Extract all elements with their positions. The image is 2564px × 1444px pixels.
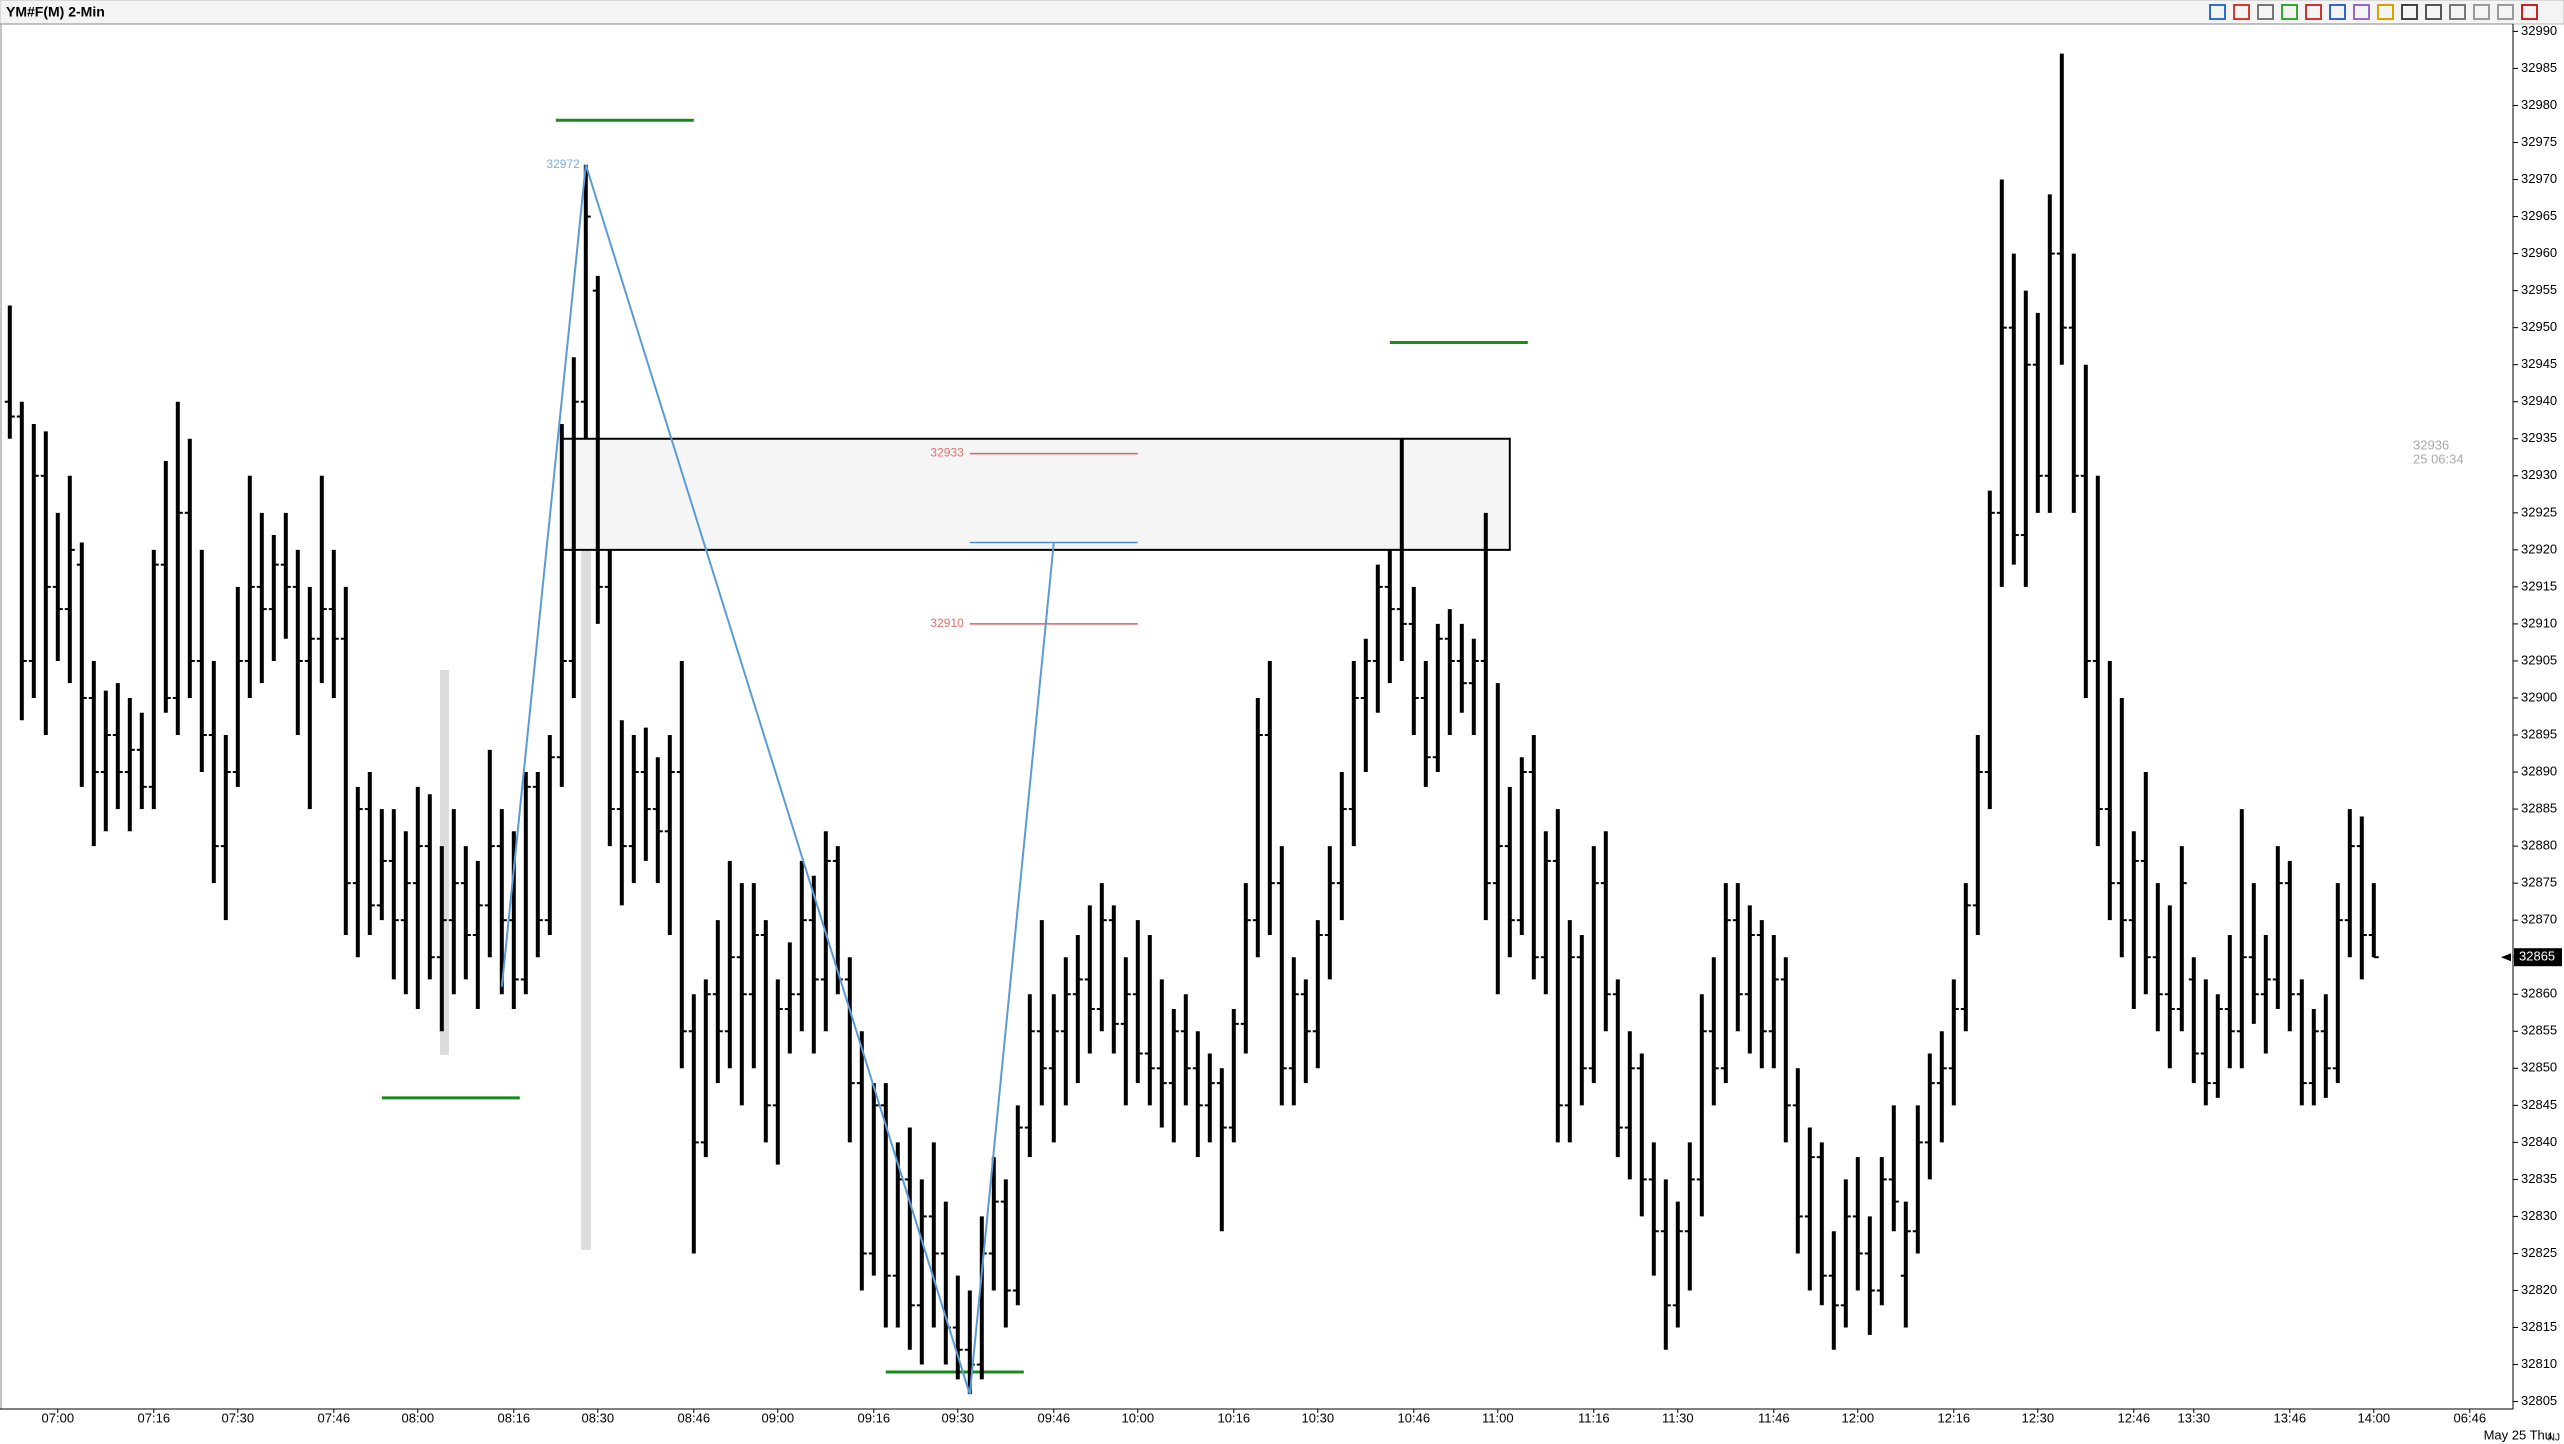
- toolbar-icon[interactable]: [2449, 4, 2466, 20]
- y-tick-label: 32915: [2521, 578, 2557, 593]
- y-tick-label: 32985: [2521, 60, 2557, 75]
- x-tick-label: 13:46: [2274, 1410, 2307, 1425]
- toolbar-icon[interactable]: [2473, 4, 2490, 20]
- x-tick-label: 08:30: [582, 1410, 615, 1425]
- y-tick-label: 32890: [2521, 763, 2557, 778]
- toolbar-icon[interactable]: [2377, 4, 2394, 20]
- y-tick-label: 32980: [2521, 97, 2557, 112]
- y-tick-label: 32845: [2521, 1097, 2557, 1112]
- y-tick-label: 32925: [2521, 504, 2557, 519]
- x-tick-label: 09:30: [942, 1410, 975, 1425]
- price-line-label: 32910: [930, 616, 964, 630]
- y-tick-label: 32895: [2521, 726, 2557, 741]
- y-tick-label: 32910: [2521, 615, 2557, 630]
- x-tick-label: 10:46: [1398, 1410, 1431, 1425]
- y-tick-label: 32965: [2521, 208, 2557, 223]
- y-tick-label: 32990: [2521, 23, 2557, 38]
- toolbar-icon[interactable]: [2329, 4, 2346, 20]
- x-tick-label: 11:30: [1662, 1410, 1694, 1425]
- x-tick-label: 08:46: [678, 1410, 711, 1425]
- info-text: 32936: [2413, 437, 2449, 452]
- y-tick-label: 32900: [2521, 689, 2557, 704]
- toolbar-icon[interactable]: [2233, 4, 2250, 20]
- y-tick-label: 32850: [2521, 1060, 2557, 1075]
- x-tick-label: 11:16: [1578, 1410, 1610, 1425]
- toolbar-icon[interactable]: [2401, 4, 2418, 20]
- y-tick-label: 32955: [2521, 282, 2557, 297]
- last-price-label: 32865: [2519, 949, 2555, 964]
- x-tick-label: 12:46: [2118, 1410, 2151, 1425]
- date-label: May 25 Thu: [2484, 1427, 2552, 1442]
- x-tick-label: 12:00: [1842, 1410, 1875, 1425]
- y-tick-label: 32940: [2521, 393, 2557, 408]
- y-tick-label: 32805: [2521, 1393, 2557, 1408]
- x-tick-label: 09:16: [858, 1410, 891, 1425]
- y-tick-label: 32935: [2521, 430, 2557, 445]
- x-tick-label: 07:46: [318, 1410, 351, 1425]
- toolbar-icon[interactable]: [2281, 4, 2298, 20]
- y-tick-label: 32950: [2521, 319, 2557, 334]
- y-tick-label: 32830: [2521, 1208, 2557, 1223]
- y-tick-label: 32960: [2521, 245, 2557, 260]
- y-tick-label: 32855: [2521, 1023, 2557, 1038]
- toolbar-icon[interactable]: [2425, 4, 2442, 20]
- toolbar-icon[interactable]: [2209, 4, 2226, 20]
- x-tick-label: 11:00: [1482, 1410, 1514, 1425]
- toolbar-icon[interactable]: [2305, 4, 2322, 20]
- y-tick-label: 32905: [2521, 652, 2557, 667]
- y-tick-label: 32825: [2521, 1245, 2557, 1260]
- y-tick-label: 32860: [2521, 986, 2557, 1001]
- toolbar[interactable]: [2209, 4, 2538, 20]
- y-tick-label: 32870: [2521, 912, 2557, 927]
- y-tick-label: 32920: [2521, 541, 2557, 556]
- zone-box: [560, 437, 1511, 551]
- info-text: 25 06:34: [2413, 451, 2464, 466]
- x-tick-label: 08:16: [498, 1410, 531, 1425]
- price-line-label: 32933: [930, 446, 964, 460]
- zigzag: [500, 164, 1055, 1395]
- y-tick-label: 32930: [2521, 467, 2557, 482]
- y-tick-label: 32975: [2521, 134, 2557, 149]
- x-tick-label: 06:46: [2454, 1410, 2487, 1425]
- y-tick-label: 32840: [2521, 1134, 2557, 1149]
- shade-bar: [581, 440, 591, 1250]
- x-tick-label: 08:00: [402, 1410, 435, 1425]
- x-tick-label: 09:46: [1038, 1410, 1071, 1425]
- x-tick-label: 07:00: [42, 1410, 75, 1425]
- chart-title: YM#F(M) 2-Min: [6, 4, 105, 20]
- x-tick-label: 09:00: [762, 1410, 795, 1425]
- y-tick-label: 32885: [2521, 801, 2557, 816]
- x-tick-label: 14:00: [2358, 1410, 2391, 1425]
- toolbar-icon[interactable]: [2521, 4, 2538, 20]
- y-tick-label: 32970: [2521, 171, 2557, 186]
- y-tick-label: 32875: [2521, 875, 2557, 890]
- shade-bar: [440, 670, 449, 1055]
- title-bar: [0, 0, 2564, 25]
- x-tick-label: 10:16: [1218, 1410, 1251, 1425]
- x-tick-label: 12:16: [1938, 1410, 1971, 1425]
- x-tick-label: 07:16: [138, 1410, 171, 1425]
- corner-label: NJ: [2548, 1433, 2560, 1444]
- last-price-arrow: [2501, 953, 2511, 962]
- x-tick-label: 11:46: [1758, 1410, 1790, 1425]
- last-price-box: [2514, 948, 2562, 967]
- x-tick-label: 10:30: [1302, 1410, 1335, 1425]
- x-tick-label: 12:30: [2022, 1410, 2055, 1425]
- y-tick-label: 32945: [2521, 356, 2557, 371]
- x-tick-label: 10:00: [1122, 1410, 1155, 1425]
- y-tick-label: 32880: [2521, 838, 2557, 853]
- toolbar-icon[interactable]: [2353, 4, 2370, 20]
- y-tick-label: 32810: [2521, 1356, 2557, 1371]
- toolbar-icon[interactable]: [2257, 4, 2274, 20]
- x-tick-label: 13:30: [2178, 1410, 2211, 1425]
- zigzag-label: 32972: [546, 157, 580, 171]
- y-tick-label: 32820: [2521, 1282, 2557, 1297]
- x-tick-label: 07:30: [222, 1410, 255, 1425]
- y-tick-label: 32835: [2521, 1171, 2557, 1186]
- toolbar-icon[interactable]: [2497, 4, 2514, 20]
- y-tick-label: 32815: [2521, 1319, 2557, 1334]
